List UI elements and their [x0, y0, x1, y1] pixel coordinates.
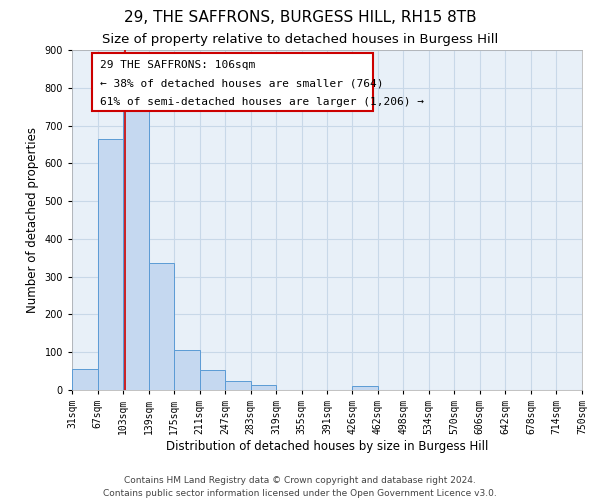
Text: Size of property relative to detached houses in Burgess Hill: Size of property relative to detached ho…: [102, 32, 498, 46]
FancyBboxPatch shape: [92, 54, 373, 111]
Text: Contains HM Land Registry data © Crown copyright and database right 2024.
Contai: Contains HM Land Registry data © Crown c…: [103, 476, 497, 498]
Bar: [251, 386, 276, 390]
Y-axis label: Number of detached properties: Number of detached properties: [26, 127, 39, 313]
Text: 29, THE SAFFRONS, BURGESS HILL, RH15 8TB: 29, THE SAFFRONS, BURGESS HILL, RH15 8TB: [124, 10, 476, 25]
Text: 61% of semi-detached houses are larger (1,206) →: 61% of semi-detached houses are larger (…: [100, 97, 424, 107]
Bar: [98, 139, 123, 390]
Bar: [225, 380, 251, 390]
Bar: [200, 370, 225, 390]
Bar: [149, 264, 174, 390]
Text: 29 THE SAFFRONS: 106sqm: 29 THE SAFFRONS: 106sqm: [100, 60, 256, 70]
Text: ← 38% of detached houses are smaller (764): ← 38% of detached houses are smaller (76…: [100, 78, 383, 88]
Bar: [123, 105, 149, 390]
Bar: [174, 350, 200, 390]
X-axis label: Distribution of detached houses by size in Burgess Hill: Distribution of detached houses by size …: [166, 440, 488, 453]
Bar: [352, 386, 378, 390]
Bar: [72, 369, 98, 390]
